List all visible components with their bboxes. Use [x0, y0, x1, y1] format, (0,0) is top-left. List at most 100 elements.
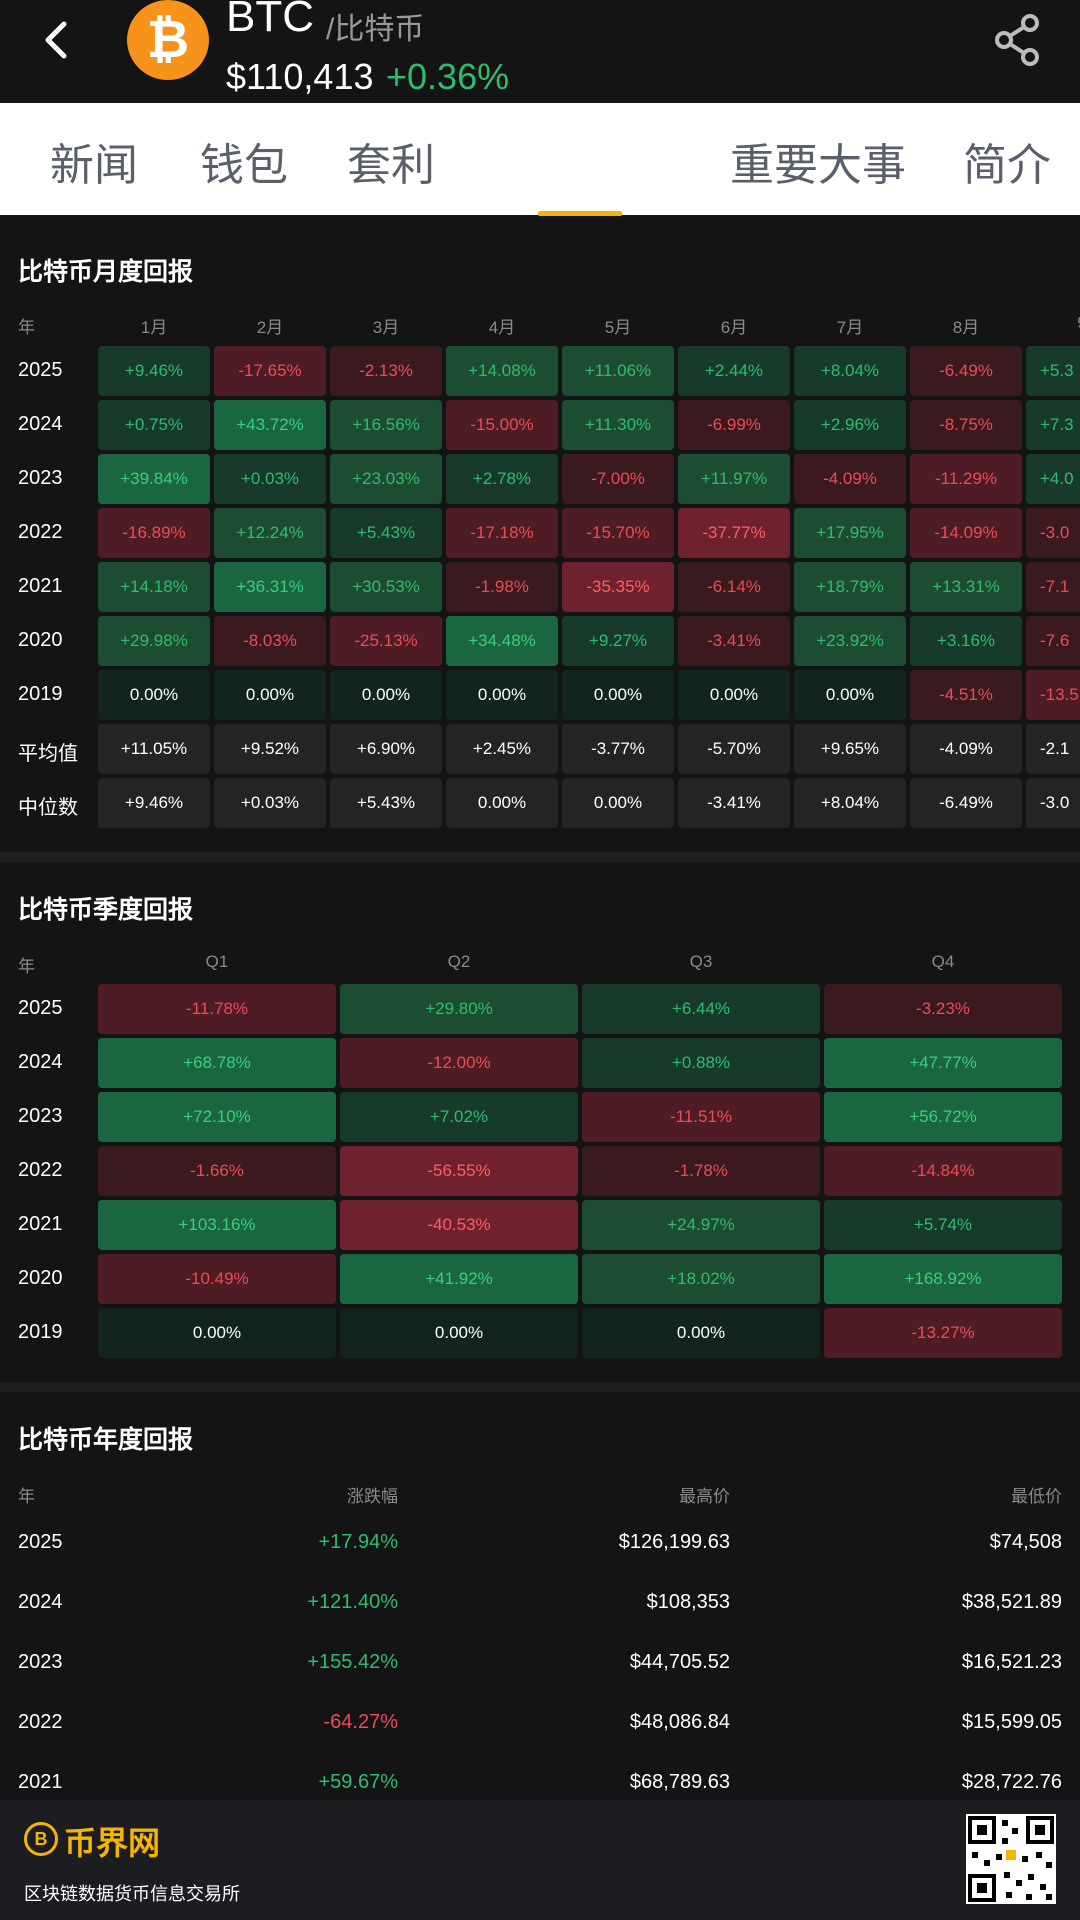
quarterly-return-cell: -13.27% [824, 1308, 1062, 1358]
monthly-return-cell: +39.84% [98, 454, 210, 504]
monthly-returns-title: 比特币月度回报 [18, 258, 194, 286]
monthly-return-cell: 0.00% [562, 670, 674, 720]
row-year-label: 2023 [18, 467, 63, 489]
monthly-return-cell: -6.49% [910, 778, 1022, 828]
section-divider [0, 1382, 1080, 1392]
monthly-return-cell: +11.30% [562, 400, 674, 450]
monthly-return-cell: +2.45% [446, 724, 558, 774]
monthly-return-cell: +5.43% [330, 508, 442, 558]
monthly-return-cell: -6.14% [678, 562, 790, 612]
yearly-change: +155.42% [307, 1651, 398, 1673]
monthly-return-cell: +36.31% [214, 562, 326, 612]
tab-major-events[interactable]: 重要大事 [730, 141, 906, 190]
footer-description: 区块链数据货币信息交易所 [24, 1884, 240, 1904]
year-column-header: 年 [18, 957, 35, 976]
tab-news[interactable]: 新闻 [50, 141, 138, 190]
monthly-return-cell: 0.00% [214, 670, 326, 720]
monthly-return-cell: +7.3 [1026, 400, 1080, 450]
monthly-return-cell: -11.29% [910, 454, 1022, 504]
quarterly-return-cell: -40.53% [340, 1200, 578, 1250]
monthly-return-cell: -6.49% [910, 346, 1022, 396]
monthly-return-cell: -37.77% [678, 508, 790, 558]
yearly-change: +17.94% [318, 1531, 398, 1553]
quarterly-return-cell: +7.02% [340, 1092, 578, 1142]
monthly-return-cell: -7.00% [562, 454, 674, 504]
monthly-return-cell: +11.06% [562, 346, 674, 396]
quarterly-return-cell: -10.49% [98, 1254, 336, 1304]
monthly-return-cell: +23.03% [330, 454, 442, 504]
row-year-label: 中位数 [18, 797, 78, 819]
monthly-return-cell: +18.79% [794, 562, 906, 612]
row-year-label: 2021 [18, 575, 63, 597]
monthly-return-cell: -4.09% [910, 724, 1022, 774]
month-header: 9 [1026, 313, 1080, 333]
monthly-return-cell: -13.5 [1026, 670, 1080, 720]
back-arrow-icon[interactable] [30, 10, 90, 70]
monthly-return-cell: +0.03% [214, 778, 326, 828]
quarterly-return-cell: +47.77% [824, 1038, 1062, 1088]
monthly-return-cell: +2.44% [678, 346, 790, 396]
monthly-return-cell: -3.0 [1026, 508, 1080, 558]
tab-wallet[interactable]: 钱包 [200, 141, 288, 190]
quarterly-return-cell: +29.80% [340, 984, 578, 1034]
row-year-label: 平均值 [18, 743, 78, 765]
monthly-return-cell: -15.70% [562, 508, 674, 558]
monthly-return-cell: -7.6 [1026, 616, 1080, 666]
monthly-return-cell: +30.53% [330, 562, 442, 612]
year-column-header: 年 [18, 1487, 35, 1506]
low-column-header: 最低价 [1011, 1487, 1062, 1506]
quarter-header: Q3 [689, 952, 713, 971]
yearly-low: $28,722.76 [961, 1771, 1062, 1793]
quarterly-return-cell: -1.66% [98, 1146, 336, 1196]
monthly-return-cell: +8.04% [794, 346, 906, 396]
quarterly-return-cell: +56.72% [824, 1092, 1062, 1142]
monthly-return-cell: -8.03% [214, 616, 326, 666]
monthly-return-cell: 0.00% [446, 778, 558, 828]
quarterly-returns-title: 比特币季度回报 [18, 896, 194, 924]
monthly-return-cell: +2.96% [794, 400, 906, 450]
tab-arbitrage[interactable]: 套利 [347, 141, 435, 190]
monthly-return-cell: -3.41% [678, 616, 790, 666]
monthly-return-cell: +9.65% [794, 724, 906, 774]
monthly-return-cell: 0.00% [678, 670, 790, 720]
quarterly-return-cell: -11.78% [98, 984, 336, 1034]
tab-intro[interactable]: 简介 [963, 141, 1051, 190]
change-column-header: 涨跌幅 [347, 1487, 398, 1506]
yearly-low: $15,599.05 [961, 1711, 1062, 1733]
monthly-return-cell: 0.00% [794, 670, 906, 720]
footer-brand: 币界网 [64, 1825, 161, 1861]
monthly-return-cell: 0.00% [330, 670, 442, 720]
monthly-return-cell: +11.97% [678, 454, 790, 504]
monthly-return-cell: -7.1 [1026, 562, 1080, 612]
monthly-return-cell: +16.56% [330, 400, 442, 450]
monthly-return-cell: -25.13% [330, 616, 442, 666]
monthly-return-cell: +12.24% [214, 508, 326, 558]
monthly-return-cell: +43.72% [214, 400, 326, 450]
row-year-label: 2022 [18, 521, 63, 543]
coin-name: /比特币 [326, 13, 425, 46]
quarterly-return-cell: +0.88% [582, 1038, 820, 1088]
monthly-return-cell: -2.13% [330, 346, 442, 396]
month-header: 5月 [604, 318, 632, 337]
yearly-high: $126,199.63 [618, 1531, 730, 1553]
monthly-return-cell: 0.00% [446, 670, 558, 720]
row-year-label: 2021 [18, 1213, 63, 1235]
month-header: 2月 [256, 318, 284, 337]
qr-code-icon[interactable] [966, 1814, 1056, 1904]
monthly-return-cell: +9.46% [98, 778, 210, 828]
yearly-high: $44,705.52 [629, 1651, 730, 1673]
row-year-label: 2024 [18, 1591, 63, 1613]
yearly-change: +59.67% [318, 1771, 398, 1793]
monthly-return-cell: +9.27% [562, 616, 674, 666]
row-year-label: 2024 [18, 1051, 63, 1073]
monthly-return-cell: +23.92% [794, 616, 906, 666]
monthly-return-cell: +2.78% [446, 454, 558, 504]
month-header: 8月 [952, 318, 980, 337]
row-year-label: 2025 [18, 1531, 63, 1553]
monthly-return-cell: -3.77% [562, 724, 674, 774]
tab-bar: 新闻 钱包 套利 重要大事 简介 [0, 103, 1080, 216]
yearly-change: +121.40% [307, 1591, 398, 1613]
share-icon[interactable] [990, 12, 1046, 68]
monthly-return-cell: +34.48% [446, 616, 558, 666]
yearly-low: $38,521.89 [961, 1591, 1062, 1613]
